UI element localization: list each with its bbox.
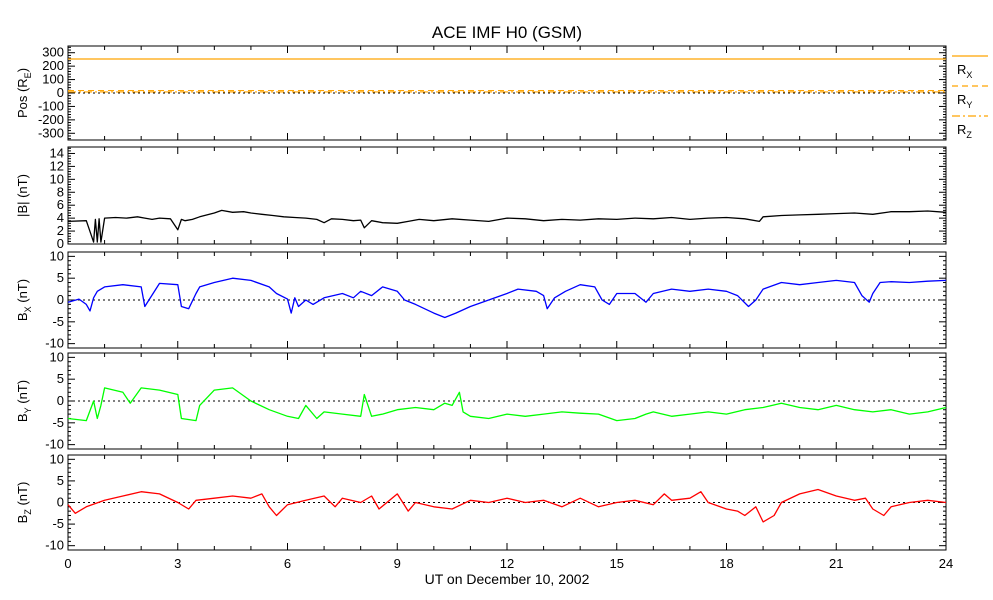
y-tick-label: 200 xyxy=(42,58,64,73)
legend-label-text: R xyxy=(957,122,966,137)
legend-label-sub: Z xyxy=(966,130,972,140)
y-tick-label: -100 xyxy=(38,98,64,113)
y-axis-label-end: (nT) xyxy=(15,482,30,509)
series-line-0 xyxy=(67,488,947,523)
y-tick-label: 5 xyxy=(57,371,64,386)
y-tick-label: 10 xyxy=(50,171,64,186)
panel-frame xyxy=(67,146,947,245)
y-tick-label: 6 xyxy=(57,197,64,212)
y-tick-label: -10 xyxy=(45,538,64,553)
series-line-0 xyxy=(67,387,947,422)
y-axis-label-text: B xyxy=(15,312,30,321)
legend-label-1: RY xyxy=(957,92,972,110)
y-axis-label-end: (nT) xyxy=(15,380,30,407)
y-tick-label: 5 xyxy=(57,270,64,285)
y-tick-label: 0 xyxy=(57,85,64,100)
y-tick-label: 0 xyxy=(57,292,64,307)
x-tick-label: 12 xyxy=(500,556,514,571)
y-axis-label-end: (nT) xyxy=(15,279,30,306)
y-axis-label-text: B xyxy=(15,515,30,524)
y-axis-label-text: Pos (R xyxy=(15,78,30,118)
y-tick-label: 0 xyxy=(57,495,64,510)
y-tick-label: 100 xyxy=(42,72,64,87)
y-axis-label-sub: Y xyxy=(23,407,33,413)
y-axis-label: BY (nT) xyxy=(15,380,33,422)
y-tick-label: -10 xyxy=(45,437,64,452)
x-tick-label: 24 xyxy=(939,556,953,571)
y-tick-label: -5 xyxy=(52,314,64,329)
panel-4: 10 5 0 -5 -10 BZ (nT) 0 3 6 9 12 15 18 21 24 xyxy=(15,451,953,571)
y-tick-label: 300 xyxy=(42,45,64,60)
y-axis-label-text: |B| (nT) xyxy=(15,174,30,217)
y-tick-label: 0 xyxy=(57,393,64,408)
y-tick-label: 8 xyxy=(57,184,64,199)
y-tick-label: 12 xyxy=(50,158,64,173)
y-tick-label: 4 xyxy=(57,210,64,225)
x-tick-label: 0 xyxy=(64,556,71,571)
y-tick-label: 2 xyxy=(57,223,64,238)
x-tick-label: 6 xyxy=(284,556,291,571)
legend-label-2: RZ xyxy=(957,122,972,140)
y-tick-label: 10 xyxy=(50,451,64,466)
y-tick-label: 5 xyxy=(57,473,64,488)
legend-label-text: R xyxy=(957,62,966,77)
panel-3: 10 5 0 -5 -10 BY (nT) xyxy=(15,349,947,452)
y-axis-label: BZ (nT) xyxy=(15,482,33,524)
y-tick-label: 10 xyxy=(50,248,64,263)
y-axis-label: |B| (nT) xyxy=(15,174,30,217)
panel-2: 10 5 0 -5 -10 BX (nT) xyxy=(15,248,947,351)
x-axis-label: UT on December 10, 2002 xyxy=(425,571,590,587)
y-tick-label: -300 xyxy=(38,125,64,140)
y-tick-label: 14 xyxy=(50,145,64,160)
y-axis-label: Pos (RE) xyxy=(15,68,33,118)
y-tick-label: -10 xyxy=(45,336,64,351)
y-axis-label-sub: E xyxy=(23,72,33,78)
x-tick-label: 21 xyxy=(829,556,843,571)
series-line-0 xyxy=(67,209,947,243)
x-tick-label: 18 xyxy=(719,556,733,571)
chart-title: ACE IMF H0 (GSM) xyxy=(432,23,582,42)
y-axis-label-text: B xyxy=(15,413,30,422)
series-line-0 xyxy=(67,277,947,319)
legend-label-text: R xyxy=(957,92,966,107)
x-tick-label: 15 xyxy=(610,556,624,571)
x-tick-label: 9 xyxy=(394,556,401,571)
y-axis-label: BX (nT) xyxy=(15,279,33,321)
legend-label-0: RX xyxy=(957,62,972,80)
y-axis-label-end: ) xyxy=(15,68,30,72)
x-tick-label: 3 xyxy=(174,556,181,571)
y-tick-label: 0 xyxy=(57,236,64,251)
y-axis-label-sub: Z xyxy=(23,509,33,515)
y-tick-label: -200 xyxy=(38,112,64,127)
legend-label-sub: X xyxy=(966,70,972,80)
y-tick-label: 10 xyxy=(50,349,64,364)
y-axis-label-sub: X xyxy=(23,306,33,312)
legend-label-sub: Y xyxy=(966,100,972,110)
y-tick-label: -5 xyxy=(52,516,64,531)
y-tick-label: -5 xyxy=(52,415,64,430)
